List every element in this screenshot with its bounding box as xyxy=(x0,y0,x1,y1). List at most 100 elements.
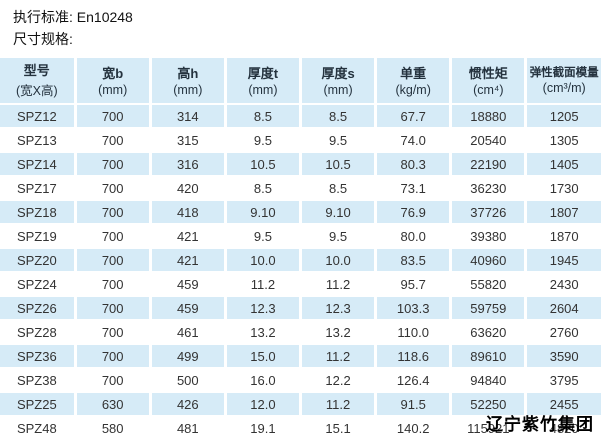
table-cell: 20540 xyxy=(449,127,526,152)
column-header: 厚度t (mm) xyxy=(223,58,301,105)
column-unit: (mm) xyxy=(323,82,353,97)
table-cell: 22190 xyxy=(449,151,526,176)
table-cell: 15.0 xyxy=(223,343,301,368)
column-title: 宽b xyxy=(102,65,124,81)
column-title: 厚度t xyxy=(247,65,279,81)
table-cell: 63620 xyxy=(449,319,526,344)
standard-label: 执行标准: En10248 xyxy=(13,9,133,25)
table-cell: 700 xyxy=(73,271,151,296)
table-cell: 459 xyxy=(148,271,226,296)
table-header-row: 型号 (宽X高) 宽b (mm) 高h (mm) 厚度t (mm) 厚度s (mm) 单重 (kg/m… xyxy=(0,58,601,105)
table-cell: 8.5 xyxy=(223,175,301,200)
table-row: SPZ14 700 316 10.5 10.5 80.3 22190 1405 xyxy=(0,151,601,176)
table-cell: 2430 xyxy=(524,271,601,296)
table-cell: 630 xyxy=(73,391,151,416)
table-cell: 12.3 xyxy=(223,295,301,320)
spec-table: 型号 (宽X高) 宽b (mm) 高h (mm) 厚度t (mm) 厚度s (mm) 单重 (kg/m… xyxy=(0,58,601,439)
table-cell: 91.5 xyxy=(374,391,451,416)
spec-title-label: 尺寸规格: xyxy=(13,31,73,47)
table-cell: 500 xyxy=(148,367,226,392)
table-cell: 1870 xyxy=(524,223,601,248)
table-cell: 426 xyxy=(148,391,226,416)
table-cell: 13.2 xyxy=(298,319,376,344)
table-cell: 9.5 xyxy=(298,127,376,152)
column-header: 高h (mm) xyxy=(148,58,226,105)
table-cell: 37726 xyxy=(449,199,526,224)
table-cell: 700 xyxy=(73,199,151,224)
table-cell: 1405 xyxy=(524,151,601,176)
table-cell: 118.6 xyxy=(374,343,451,368)
table-cell: 2760 xyxy=(524,319,601,344)
table-cell: SPZ26 xyxy=(0,295,76,320)
table-row: SPZ24 700 459 11.2 11.2 95.7 55820 2430 xyxy=(0,271,601,296)
table-cell: 80.3 xyxy=(374,151,451,176)
table-cell: 12.3 xyxy=(298,295,376,320)
column-header: 厚度s (mm) xyxy=(298,58,376,105)
table-cell: 9.5 xyxy=(223,223,301,248)
table-cell: SPZ19 xyxy=(0,223,76,248)
table-row: SPZ12 700 314 8.5 8.5 67.7 18880 1205 xyxy=(0,103,601,128)
table-row: SPZ25 630 426 12.0 11.2 91.5 52250 2455 xyxy=(0,391,601,416)
column-title: 弹性截面模量 xyxy=(529,67,599,79)
table-cell: SPZ12 xyxy=(0,103,76,128)
table-cell: SPZ24 xyxy=(0,271,76,296)
table-cell: 4820 xyxy=(524,415,601,439)
table-cell: 73.1 xyxy=(374,175,451,200)
column-unit: (宽X高) xyxy=(15,84,58,98)
table-cell: 421 xyxy=(148,247,226,272)
table-cell: 11.2 xyxy=(223,271,301,296)
table-cell: 9.10 xyxy=(223,199,301,224)
table-cell: 9.5 xyxy=(223,127,301,152)
table-cell: 115921 xyxy=(449,415,526,439)
table-cell: SPZ25 xyxy=(0,391,76,416)
table-cell: 110.0 xyxy=(374,319,451,344)
column-header: 型号 (宽X高) xyxy=(0,58,76,105)
column-header: 单重 (kg/m) xyxy=(374,58,451,105)
table-cell: 76.9 xyxy=(374,199,451,224)
table-cell: 67.7 xyxy=(374,103,451,128)
table-cell: 94840 xyxy=(449,367,526,392)
table-cell: SPZ38 xyxy=(0,367,76,392)
column-unit: (kg/m) xyxy=(395,82,431,97)
table-cell: 316 xyxy=(148,151,226,176)
table-cell: 40960 xyxy=(449,247,526,272)
table-cell: 1730 xyxy=(524,175,601,200)
column-unit: (cm⁴) xyxy=(473,82,504,97)
column-header: 宽b (mm) xyxy=(73,58,151,105)
table-cell: 700 xyxy=(73,343,151,368)
table-cell: 74.0 xyxy=(374,127,451,152)
column-title: 惯性矩 xyxy=(468,65,508,81)
table-cell: 9.5 xyxy=(298,223,376,248)
table-cell: 11.2 xyxy=(298,343,376,368)
table-cell: 39380 xyxy=(449,223,526,248)
table-row: SPZ20 700 421 10.0 10.0 83.5 40960 1945 xyxy=(0,247,601,272)
table-cell: SPZ28 xyxy=(0,319,76,344)
table-row: SPZ18 700 418 9.10 9.10 76.9 37726 1807 xyxy=(0,199,601,224)
table-cell: 700 xyxy=(73,319,151,344)
table-row: SPZ17 700 420 8.5 8.5 73.1 36230 1730 xyxy=(0,175,601,200)
table-cell: 12.2 xyxy=(298,367,376,392)
table-row: SPZ19 700 421 9.5 9.5 80.0 39380 1870 xyxy=(0,223,601,248)
table-cell: 36230 xyxy=(449,175,526,200)
table-row: SPZ48 580 481 19.1 15.1 140.2 115921 4820 xyxy=(0,415,601,439)
table-cell: 10.0 xyxy=(223,247,301,272)
table-cell: 10.0 xyxy=(298,247,376,272)
table-cell: 2455 xyxy=(524,391,601,416)
table-cell: 52250 xyxy=(449,391,526,416)
table-body: SPZ12 700 314 8.5 8.5 67.7 18880 1205 SPZ13 700 31… xyxy=(0,103,601,439)
table-cell: 481 xyxy=(148,415,226,439)
column-title: 厚度s xyxy=(321,65,355,81)
table-cell: 315 xyxy=(148,127,226,152)
table-cell: 18880 xyxy=(449,103,526,128)
table-cell: 700 xyxy=(73,151,151,176)
table-cell: 95.7 xyxy=(374,271,451,296)
column-unit: (cm³/m) xyxy=(542,81,586,95)
table-cell: 700 xyxy=(73,295,151,320)
table-cell: 700 xyxy=(73,223,151,248)
table-cell: 459 xyxy=(148,295,226,320)
table-cell: 9.10 xyxy=(298,199,376,224)
table-cell: 89610 xyxy=(449,343,526,368)
table-cell: 10.5 xyxy=(223,151,301,176)
table-cell: 13.2 xyxy=(223,319,301,344)
